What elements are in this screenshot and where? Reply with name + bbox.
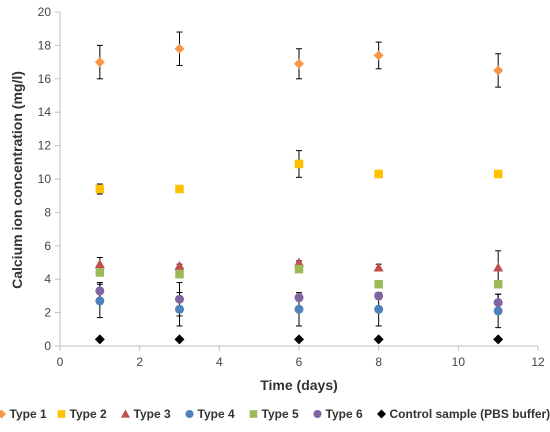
data-point: [175, 269, 184, 279]
legend-item: Type 2: [57, 407, 107, 421]
data-point: [294, 304, 304, 314]
data-point: [294, 58, 304, 69]
y-tick-label: 10: [38, 172, 52, 186]
y-tick-label: 14: [38, 105, 52, 119]
legend-item: Type 5: [249, 407, 299, 421]
legend-marker: [313, 409, 322, 419]
legend-item: Control sample (PBS buffer): [377, 407, 550, 421]
x-tick-label: 8: [375, 355, 382, 369]
y-tick-label: 4: [44, 272, 51, 286]
legend-item: Type 3: [121, 407, 171, 421]
data-point: [94, 334, 105, 345]
legend-label: Type 6: [326, 407, 363, 421]
data-point: [175, 304, 184, 314]
data-point: [493, 65, 504, 76]
x-tick-label: 4: [216, 355, 223, 369]
y-tick-label: 2: [44, 306, 51, 320]
data-point: [493, 334, 504, 345]
data-point: [294, 293, 304, 303]
y-tick-label: 8: [44, 205, 51, 219]
data-point: [174, 334, 185, 345]
data-point: [373, 50, 384, 61]
legend-label: Type 1: [10, 407, 47, 421]
data-point: [294, 159, 304, 169]
data-point: [294, 257, 304, 267]
x-tick-label: 6: [296, 355, 303, 369]
x-axis-title: Time (days): [260, 377, 338, 393]
data-point: [373, 334, 384, 345]
data-point: [294, 334, 304, 345]
legend-marker: [377, 409, 386, 419]
data-point: [374, 279, 383, 289]
data-point: [374, 304, 384, 314]
legend-item: Type 6: [313, 407, 363, 421]
y-tick-label: 0: [44, 339, 51, 353]
y-tick-label: 12: [38, 139, 52, 153]
data-point: [493, 298, 503, 308]
y-tick-label: 16: [38, 72, 52, 86]
data-point: [374, 169, 383, 179]
data-point: [294, 264, 304, 274]
legend: Type 1 Type 2 Type 3 Type 4 Type 5 Type 6 Cont…: [0, 407, 550, 421]
x-tick-label: 0: [57, 355, 64, 369]
legend-label: Type 3: [134, 407, 171, 421]
data-point: [174, 260, 185, 270]
legend-label: Type 4: [198, 407, 235, 421]
legend-marker: [0, 409, 6, 419]
y-tick-label: 18: [38, 38, 52, 52]
data-point: [94, 259, 105, 269]
data-point: [493, 169, 503, 179]
legend-marker: [121, 409, 130, 418]
data-point: [493, 279, 503, 289]
legend-marker: [185, 409, 194, 419]
legend-label: Type 5: [262, 407, 299, 421]
legend-label: Control sample (PBS buffer): [390, 407, 550, 421]
legend-marker: [249, 410, 258, 418]
data-point: [95, 296, 105, 306]
data-point: [175, 184, 184, 194]
y-tick-label: 6: [44, 239, 51, 253]
x-tick-label: 10: [452, 355, 466, 369]
data-point: [95, 268, 105, 277]
x-tick-label: 2: [136, 355, 143, 369]
data-point: [94, 57, 105, 68]
legend-marker: [57, 410, 66, 418]
x-tick-label: 12: [531, 355, 545, 369]
data-point: [493, 306, 503, 316]
legend-item: Type 4: [185, 407, 235, 421]
y-axis-title: Calcium ion concentration (mg/l): [9, 71, 25, 289]
data-point: [95, 286, 105, 296]
data-point: [373, 262, 384, 272]
data-point: [175, 294, 184, 304]
data-point: [174, 43, 185, 54]
data-point: [493, 262, 504, 272]
data-point: [374, 291, 384, 301]
legend-label: Type 2: [70, 407, 107, 421]
legend-item: Type 1: [0, 407, 47, 421]
data-point: [95, 184, 105, 194]
y-tick-label: 20: [38, 5, 52, 19]
